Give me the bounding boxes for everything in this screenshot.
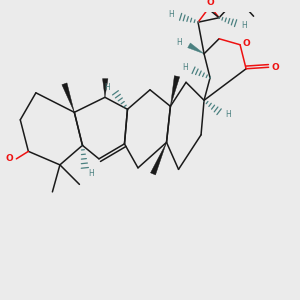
Text: H: H bbox=[88, 169, 94, 178]
Text: O: O bbox=[242, 39, 250, 48]
Text: H: H bbox=[168, 10, 174, 19]
Text: H: H bbox=[176, 38, 182, 47]
Polygon shape bbox=[188, 43, 204, 54]
Text: H: H bbox=[183, 63, 188, 72]
Polygon shape bbox=[62, 83, 74, 112]
Polygon shape bbox=[170, 76, 180, 106]
Text: O: O bbox=[206, 0, 214, 7]
Polygon shape bbox=[151, 142, 166, 175]
Text: H: H bbox=[104, 83, 110, 92]
Polygon shape bbox=[103, 79, 108, 97]
Text: H: H bbox=[242, 21, 247, 30]
Text: O: O bbox=[272, 63, 280, 72]
Text: O: O bbox=[6, 154, 14, 164]
Text: H: H bbox=[225, 110, 231, 119]
